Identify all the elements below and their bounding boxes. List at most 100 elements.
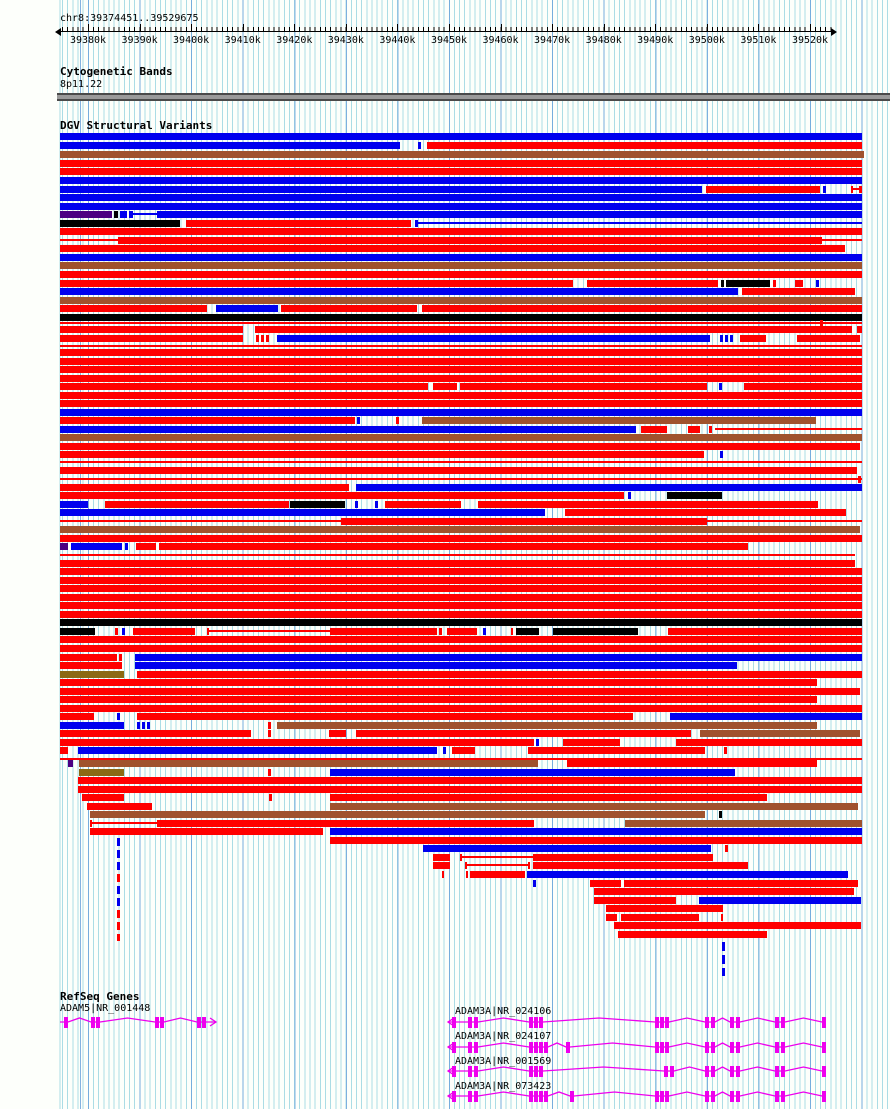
gene-exon[interactable]: [534, 1042, 538, 1053]
variant-segment[interactable]: [60, 194, 862, 201]
variant-segment[interactable]: [216, 305, 278, 312]
gene-exon[interactable]: [730, 1066, 734, 1077]
variant-segment[interactable]: [60, 478, 862, 480]
variant-segment[interactable]: [60, 554, 855, 556]
gene-exon[interactable]: [202, 1017, 206, 1028]
variant-segment[interactable]: [724, 747, 727, 754]
variant-segment[interactable]: [628, 492, 631, 499]
variant-segment[interactable]: [720, 335, 723, 342]
variant-segment[interactable]: [330, 769, 735, 776]
variant-segment[interactable]: [60, 358, 862, 365]
variant-segment[interactable]: [60, 654, 117, 661]
variant-segment[interactable]: [60, 177, 862, 184]
gene-exon[interactable]: [660, 1042, 664, 1053]
variant-segment[interactable]: [60, 254, 862, 261]
variant-segment[interactable]: [528, 862, 530, 869]
gene-exon[interactable]: [660, 1017, 664, 1028]
gene-exon[interactable]: [529, 1066, 533, 1077]
variant-segment[interactable]: [621, 914, 699, 921]
variant-segment[interactable]: [859, 186, 862, 193]
variant-dashed-segment[interactable]: [117, 838, 120, 846]
variant-segment[interactable]: [726, 280, 770, 287]
gene-exon[interactable]: [566, 1042, 570, 1053]
variant-segment[interactable]: [60, 366, 862, 373]
variant-segment[interactable]: [356, 484, 862, 491]
variant-segment[interactable]: [465, 864, 530, 866]
variant-segment[interactable]: [418, 142, 421, 149]
gene-exon[interactable]: [822, 1017, 826, 1028]
variant-segment[interactable]: [330, 628, 437, 635]
variant-dashed-segment[interactable]: [117, 850, 120, 858]
variant-segment[interactable]: [700, 730, 860, 737]
gene-exon[interactable]: [775, 1091, 779, 1102]
gene-exon[interactable]: [730, 1091, 734, 1102]
gene-exon[interactable]: [670, 1066, 674, 1077]
variant-segment[interactable]: [268, 730, 271, 737]
variant-segment[interactable]: [137, 713, 633, 720]
variant-segment[interactable]: [60, 758, 862, 760]
variant-segment[interactable]: [60, 168, 862, 175]
variant-segment[interactable]: [269, 794, 272, 801]
variant-segment[interactable]: [606, 905, 723, 912]
gene-exon[interactable]: [775, 1066, 779, 1077]
variant-segment[interactable]: [483, 628, 486, 635]
gene-exon[interactable]: [155, 1017, 159, 1028]
variant-segment[interactable]: [699, 897, 861, 904]
variant-segment[interactable]: [60, 705, 862, 712]
variant-dashed-segment[interactable]: [117, 862, 120, 870]
variant-segment[interactable]: [60, 560, 855, 567]
gene-exon[interactable]: [730, 1017, 734, 1028]
variant-segment[interactable]: [744, 383, 862, 390]
variant-segment[interactable]: [706, 186, 820, 193]
variant-segment[interactable]: [415, 220, 418, 227]
variant-segment[interactable]: [115, 628, 118, 635]
gene-exon[interactable]: [468, 1042, 472, 1053]
variant-segment[interactable]: [536, 739, 539, 746]
variant-segment[interactable]: [60, 739, 534, 746]
variant-segment[interactable]: [533, 862, 748, 869]
variant-segment[interactable]: [60, 280, 573, 287]
variant-segment[interactable]: [78, 786, 862, 793]
variant-segment[interactable]: [90, 828, 323, 835]
variant-segment[interactable]: [60, 696, 817, 703]
variant-segment[interactable]: [797, 335, 860, 342]
variant-segment[interactable]: [396, 417, 399, 424]
variant-segment[interactable]: [567, 760, 817, 767]
variant-segment[interactable]: [277, 335, 710, 342]
variant-segment[interactable]: [442, 871, 444, 878]
variant-segment[interactable]: [60, 305, 207, 312]
variant-segment[interactable]: [60, 314, 862, 321]
variant-segment[interactable]: [357, 417, 360, 424]
variant-dashed-segment[interactable]: [722, 942, 725, 951]
gene-exon[interactable]: [91, 1017, 95, 1028]
variant-segment[interactable]: [60, 730, 251, 737]
variant-dashed-segment[interactable]: [117, 886, 120, 894]
variant-segment[interactable]: [60, 239, 118, 241]
gene-exon[interactable]: [665, 1091, 669, 1102]
variant-segment[interactable]: [79, 769, 124, 776]
variant-segment[interactable]: [60, 611, 862, 618]
gene-exon[interactable]: [781, 1017, 785, 1028]
variant-segment[interactable]: [135, 662, 737, 669]
gene-exon[interactable]: [736, 1066, 740, 1077]
variant-segment[interactable]: [668, 628, 862, 635]
variant-segment[interactable]: [423, 845, 711, 852]
variant-segment[interactable]: [133, 628, 195, 635]
variant-segment[interactable]: [120, 211, 127, 218]
gene-exon[interactable]: [96, 1017, 100, 1028]
gene-exon[interactable]: [570, 1091, 574, 1102]
variant-segment[interactable]: [60, 288, 738, 295]
gene-exon[interactable]: [711, 1091, 715, 1102]
gene-exon[interactable]: [534, 1066, 538, 1077]
gene-exon[interactable]: [474, 1017, 478, 1028]
variant-segment[interactable]: [447, 628, 477, 635]
variant-segment[interactable]: [60, 602, 862, 609]
variant-segment[interactable]: [60, 151, 864, 158]
variant-segment[interactable]: [587, 280, 718, 287]
gene-exon[interactable]: [539, 1066, 543, 1077]
gene-exon[interactable]: [655, 1017, 659, 1028]
variant-dashed-segment[interactable]: [117, 910, 120, 918]
gene-intron-line[interactable]: [60, 1017, 216, 1023]
variant-segment[interactable]: [207, 630, 330, 632]
gene-exon[interactable]: [468, 1091, 472, 1102]
